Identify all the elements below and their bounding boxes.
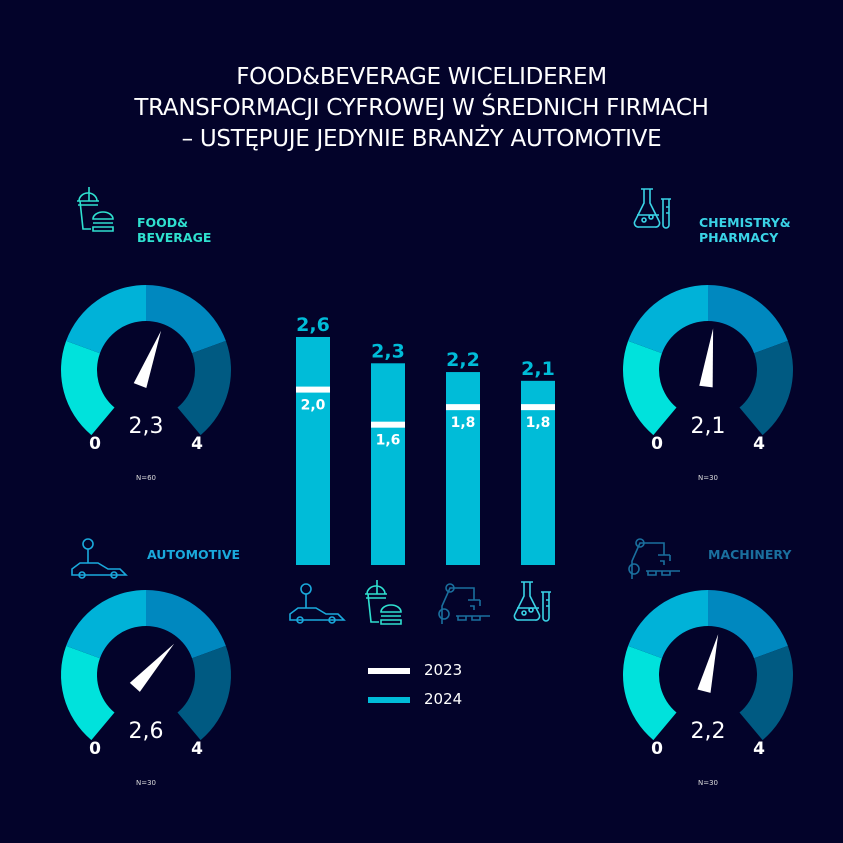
gauge-value: 2,1 <box>690 414 726 439</box>
gauge-segment <box>66 590 146 659</box>
title-line: – USTĘPUJE JEDYNIE BRANŻY AUTOMOTIVE <box>181 126 662 152</box>
bar-label-2023: 1,8 <box>526 415 551 431</box>
legend-label-2024: 2024 <box>424 690 463 708</box>
gauge-segment <box>61 340 115 436</box>
bar-group: 2,6 2,0 <box>289 314 346 624</box>
sample-size-label: N=30 <box>697 779 719 787</box>
gauge-segment <box>708 285 788 354</box>
bar-2024 <box>371 363 405 565</box>
page-title: FOOD&BEVERAGE WICELIDEREM TRANSFORMACJI … <box>0 62 843 155</box>
legend-label-2023: 2023 <box>424 661 463 679</box>
gauge-category-label: CHEMISTRY& PHARMACY <box>699 215 791 245</box>
sample-size-label: N=30 <box>135 779 157 787</box>
gauge-min-label: 0 <box>651 739 663 759</box>
label-line: MACHINERY <box>708 547 792 562</box>
gauge-segment <box>66 285 146 354</box>
gauge-needle <box>699 328 714 388</box>
gauge-needle <box>133 330 162 388</box>
gauge-needle <box>129 643 175 692</box>
bar-group: 2,3 1,6 <box>365 340 405 625</box>
gauge-value: 2,2 <box>690 719 726 744</box>
bar-label-2024: 2,1 <box>521 358 555 380</box>
gauge-segment <box>177 645 231 741</box>
gauge-min-label: 0 <box>651 434 663 454</box>
gauge-max-label: 4 <box>753 739 765 759</box>
car-robot-icon <box>289 583 346 624</box>
gauge-segment <box>628 590 708 659</box>
gauge-segment <box>623 340 677 436</box>
gauge-segment <box>628 285 708 354</box>
gauge-segment <box>739 645 793 741</box>
gauge-segment <box>623 645 677 741</box>
gauge-max-label: 4 <box>191 434 203 454</box>
flask-test-tube-icon <box>633 188 671 229</box>
sample-size-label: N=30 <box>697 474 719 482</box>
bar-label-2023: 1,6 <box>376 433 401 449</box>
gauge-segment <box>739 340 793 436</box>
label-line: FOOD& <box>137 215 189 230</box>
gauge-segment <box>146 590 226 659</box>
gauge-segment <box>61 645 115 741</box>
bar-label-2024: 2,6 <box>296 314 330 336</box>
robot-arm-icon <box>628 538 680 579</box>
bar-label-2024: 2,3 <box>371 340 405 362</box>
gauge-category-label: MACHINERY <box>708 547 791 562</box>
gauge-value: 2,6 <box>128 719 164 744</box>
gauge-max-label: 4 <box>753 434 765 454</box>
robot-arm-icon <box>438 583 490 624</box>
gauge-min-label: 0 <box>89 739 101 759</box>
gauge-value: 2,3 <box>128 414 164 439</box>
gauge-max-label: 4 <box>191 739 203 759</box>
drink-burger-icon <box>365 580 402 625</box>
legend-swatch-2024 <box>368 697 410 703</box>
bar-group: 2,2 1,8 <box>438 349 490 624</box>
flask-test-tube-icon <box>513 581 551 622</box>
gauge-needle <box>697 634 719 693</box>
bar-2024 <box>521 380 555 565</box>
gauge-segment <box>708 590 788 659</box>
bar-group: 2,1 1,8 <box>513 358 555 622</box>
title-line: FOOD&BEVERAGE WICELIDEREM <box>236 64 607 90</box>
drink-burger-icon <box>77 187 114 232</box>
gauge-segment <box>146 285 226 354</box>
marker-2023 <box>371 421 405 428</box>
gauge-category-label: FOOD& BEVERAGE <box>137 215 211 245</box>
gauge-segment <box>177 340 231 436</box>
label-line: PHARMACY <box>699 230 779 245</box>
bar-label-2023: 1,8 <box>451 415 476 431</box>
bar-label-2023: 2,0 <box>301 398 326 414</box>
sample-size-label: N=60 <box>135 474 157 482</box>
bar-label-2024: 2,2 <box>446 349 480 371</box>
legend-swatch-2023 <box>368 668 410 674</box>
label-line: CHEMISTRY& <box>699 215 791 230</box>
car-robot-icon <box>71 538 128 579</box>
marker-2023 <box>521 404 555 411</box>
marker-2023 <box>296 386 330 393</box>
gauge-category-label: AUTOMOTIVE <box>147 547 240 562</box>
title-line: TRANSFORMACJI CYFROWEJ W ŚREDNICH FIRMAC… <box>134 95 709 121</box>
gauge-min-label: 0 <box>89 434 101 454</box>
label-line: BEVERAGE <box>137 230 212 245</box>
marker-2023 <box>446 404 480 411</box>
label-line: AUTOMOTIVE <box>147 547 241 562</box>
bar-2024 <box>296 336 330 565</box>
